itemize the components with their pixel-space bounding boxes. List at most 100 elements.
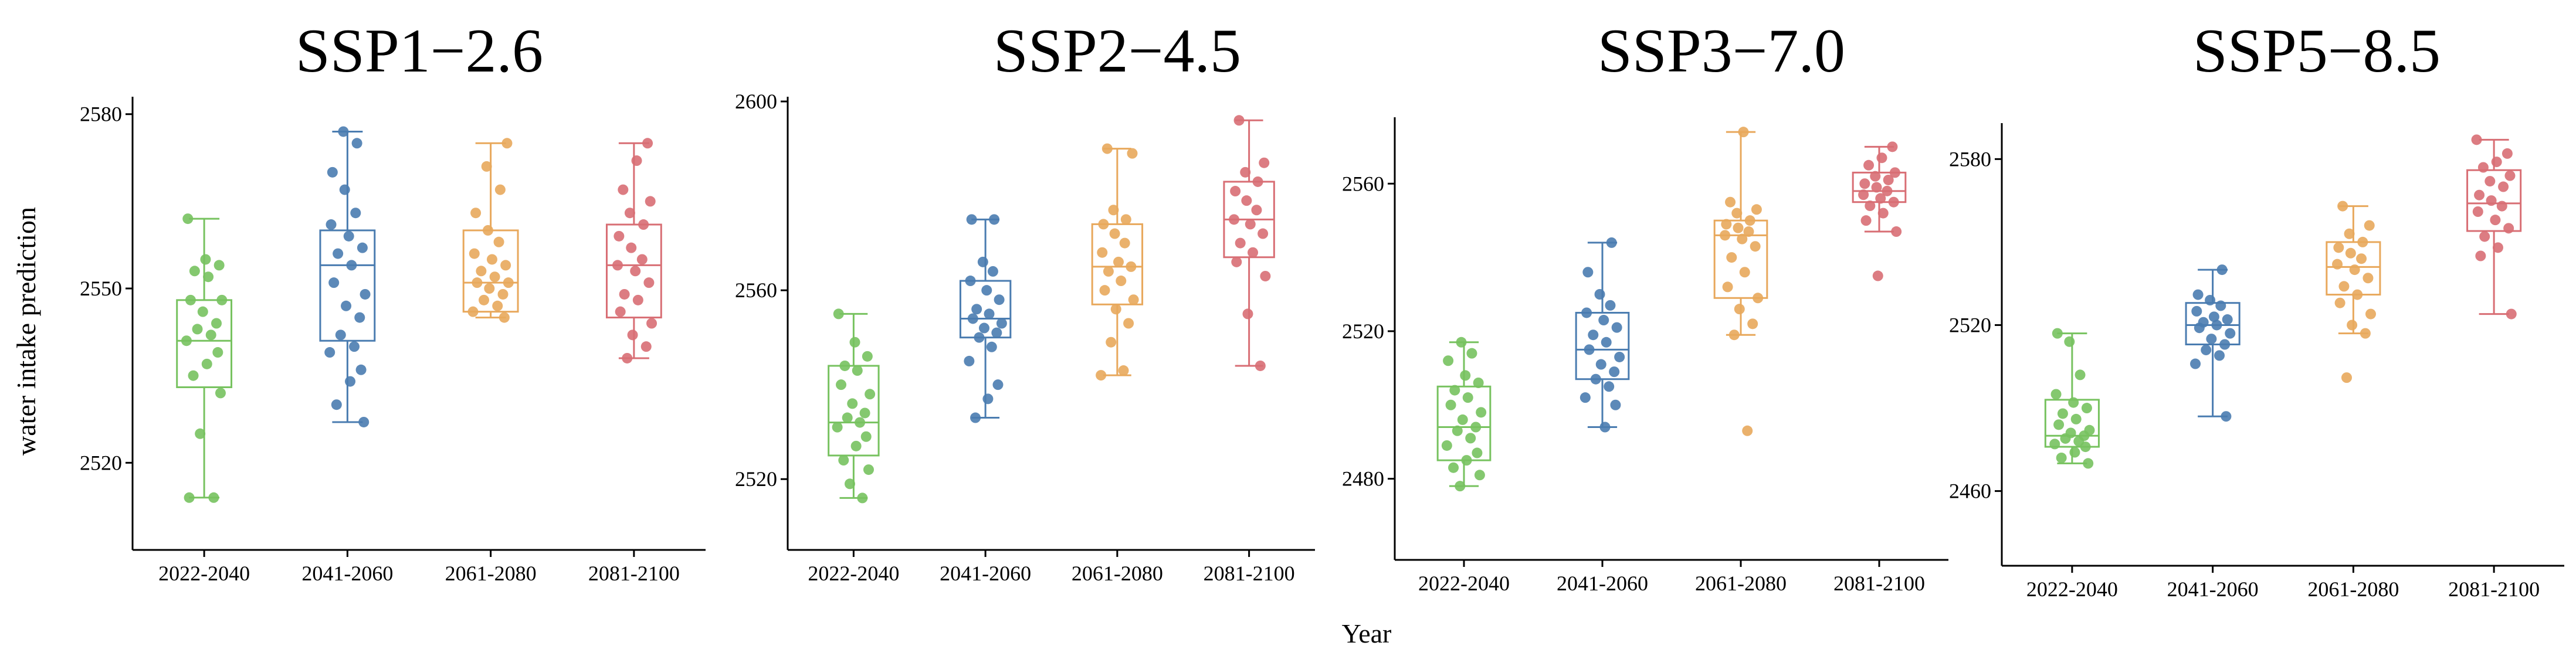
data-point xyxy=(1882,185,1893,196)
data-point xyxy=(1739,267,1750,278)
data-point xyxy=(1110,304,1121,315)
data-point xyxy=(335,329,346,341)
data-point xyxy=(345,376,356,387)
data-point xyxy=(2341,372,2352,383)
data-point xyxy=(484,283,495,294)
data-point xyxy=(1455,481,1466,492)
y-tick-label: 2560 xyxy=(1342,172,1384,195)
data-point xyxy=(643,277,655,288)
y-tick-label: 2580 xyxy=(80,103,122,126)
data-point xyxy=(2345,247,2356,259)
data-point xyxy=(1876,152,1887,164)
panel-3: SSP3−7.0 2480 2520 2560 2022-2040 2041-2060 20… xyxy=(1342,16,1948,595)
data-point xyxy=(1233,115,1245,126)
data-point xyxy=(1614,351,1625,362)
data-point xyxy=(346,260,357,271)
data-point xyxy=(213,260,225,271)
data-point xyxy=(350,208,361,219)
panel-2: SSP2−4.5 2520 2560 2600 2022-2040 2041-2060 20… xyxy=(735,16,1315,585)
data-point xyxy=(328,277,340,288)
data-point xyxy=(192,324,203,335)
data-point xyxy=(1465,433,1476,444)
data-point xyxy=(2338,281,2350,292)
data-point xyxy=(989,214,1000,225)
data-point xyxy=(986,341,997,352)
data-point xyxy=(2356,253,2367,264)
data-point xyxy=(212,347,223,358)
data-point xyxy=(1582,267,1594,278)
data-point xyxy=(469,248,480,259)
data-point xyxy=(1096,370,1107,381)
x-tick-label: 2041-2060 xyxy=(2167,577,2259,601)
panels: SSP1−2.6 2520 2550 2580 2022-2040 2041-2060 20… xyxy=(80,16,2564,601)
data-point xyxy=(646,318,657,329)
y-tick-label: 2480 xyxy=(1342,467,1384,491)
data-point xyxy=(1725,196,1736,208)
data-point xyxy=(1462,392,1473,403)
data-point xyxy=(185,294,196,305)
data-point xyxy=(1598,315,1609,326)
data-point xyxy=(991,327,1002,338)
data-point xyxy=(1258,228,1269,239)
data-point xyxy=(1449,385,1460,396)
data-point xyxy=(836,379,847,390)
data-point xyxy=(1594,289,1605,300)
data-point xyxy=(2084,424,2095,436)
data-point xyxy=(1241,195,1252,206)
data-point xyxy=(847,398,858,409)
data-point xyxy=(838,455,849,466)
data-point xyxy=(2215,300,2226,311)
data-point xyxy=(984,308,995,320)
data-point xyxy=(2337,201,2348,212)
data-point xyxy=(642,138,653,149)
data-point xyxy=(833,308,844,320)
box-2061-2080 xyxy=(1713,219,1768,299)
data-point xyxy=(208,492,219,503)
data-point xyxy=(1733,222,1744,233)
data-point xyxy=(324,347,335,358)
data-point xyxy=(2333,242,2344,253)
data-point xyxy=(2075,369,2086,380)
data-point xyxy=(201,358,212,369)
data-point xyxy=(619,288,630,300)
data-point xyxy=(1260,270,1271,281)
data-point xyxy=(992,379,1004,390)
data-point xyxy=(850,440,862,451)
data-point xyxy=(1875,193,1886,204)
data-point xyxy=(970,412,981,423)
data-point xyxy=(1441,440,1452,451)
data-point xyxy=(493,236,504,247)
data-point xyxy=(197,306,208,317)
data-point xyxy=(640,341,652,352)
data-point xyxy=(1106,337,1117,348)
data-point xyxy=(1581,307,1592,318)
data-point xyxy=(500,260,511,271)
data-point xyxy=(626,242,637,253)
data-point xyxy=(982,393,994,405)
x-tick-label: 2081-2100 xyxy=(1833,572,1925,595)
data-point xyxy=(1245,219,1256,230)
data-point xyxy=(1097,247,1108,258)
box-2041-2060 xyxy=(319,229,376,342)
box-2041-2060 xyxy=(1575,311,1630,380)
data-point xyxy=(184,492,195,503)
data-point xyxy=(1604,381,1615,392)
data-point xyxy=(2498,181,2509,192)
data-point xyxy=(486,254,497,265)
data-point xyxy=(636,254,648,265)
data-point xyxy=(1126,261,1137,272)
data-point xyxy=(2225,328,2236,339)
data-point xyxy=(832,422,843,433)
data-point xyxy=(1860,215,1872,226)
data-point xyxy=(857,492,868,504)
data-point xyxy=(1750,241,1761,252)
data-point xyxy=(1731,208,1743,219)
data-point xyxy=(1887,141,1898,152)
data-point xyxy=(1255,360,1266,371)
x-tick-label: 2041-2060 xyxy=(301,562,393,585)
data-point xyxy=(1119,237,1130,249)
data-point xyxy=(2492,242,2503,253)
data-point xyxy=(1870,171,1881,182)
data-point xyxy=(1120,214,1131,225)
data-point xyxy=(1605,300,1616,311)
